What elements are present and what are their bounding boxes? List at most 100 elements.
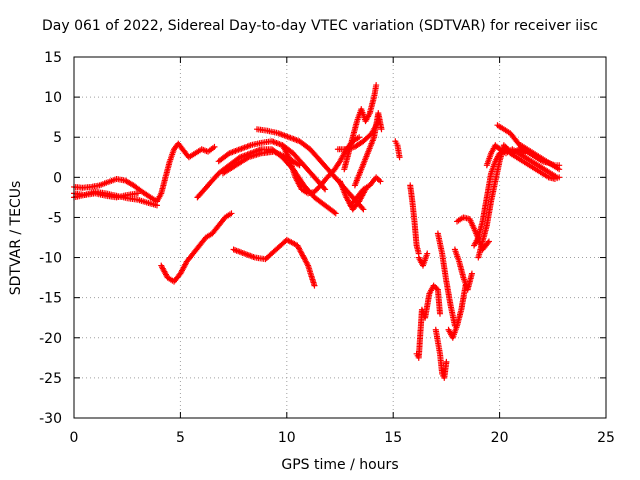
data-marker-run: [249, 146, 263, 156]
x-tick-label: 25: [597, 430, 615, 446]
data-marker-run: [98, 179, 110, 188]
data-marker-run: [217, 151, 231, 164]
data-marker-run: [517, 151, 527, 160]
series-arc-22: [434, 230, 458, 329]
data-marker-run: [502, 143, 510, 151]
data-marker-run: [549, 171, 559, 180]
data-marker-run: [484, 171, 494, 199]
data-marker-run: [350, 119, 360, 139]
y-axis-label: SDTVAR / TECUs: [8, 180, 24, 296]
data-marker-run: [221, 163, 238, 176]
axis-layer: 0 5 10 15 20 25 15 10 5 0 -5 -10 -15 -20 -25 -30: [39, 50, 615, 446]
data-marker-run: [305, 264, 317, 288]
data-marker-run: [94, 190, 108, 199]
data-marker-run: [441, 360, 450, 380]
data-marker-run: [358, 151, 370, 171]
data-marker-run: [255, 126, 269, 134]
data-marker-run: [341, 151, 352, 171]
data-marker-run: [259, 148, 276, 157]
data-marker-run: [542, 167, 553, 176]
data-marker-run: [530, 159, 540, 168]
series-arc-19: [413, 282, 444, 361]
data-marker-run: [363, 111, 372, 123]
data-marker-run: [345, 135, 356, 155]
data-marker-run: [266, 128, 280, 136]
data-marker-run: [534, 167, 544, 176]
series-arc-9: [230, 236, 318, 289]
data-marker-run: [467, 217, 479, 235]
data-marker-run: [456, 260, 466, 279]
data-marker-run: [217, 163, 231, 176]
data-marker-run: [471, 236, 481, 247]
data-marker-run: [306, 189, 316, 196]
data-marker-run: [455, 215, 465, 224]
data-marker-run: [411, 220, 420, 247]
data-marker-run: [291, 151, 306, 168]
data-marker-run: [89, 182, 101, 190]
data-marker-run: [361, 131, 374, 144]
data-marker-run: [374, 175, 382, 183]
grid-layer: [74, 57, 606, 418]
x-tick-label: 5: [176, 430, 185, 446]
data-marker-run: [312, 183, 323, 194]
x-tick-label: 0: [70, 430, 79, 446]
series-arc-20: [415, 250, 431, 269]
data-marker-run: [72, 190, 86, 198]
series-arc-23: [445, 282, 469, 341]
data-marker-run: [422, 292, 433, 320]
data-marker-run: [238, 142, 253, 152]
series-arc-24: [451, 246, 475, 293]
data-marker-run: [547, 174, 557, 182]
series-arc-13: [341, 82, 380, 173]
series-arc-3: [71, 190, 141, 201]
data-marker-run: [538, 155, 548, 164]
data-marker-run: [260, 138, 274, 146]
data-marker-run: [420, 252, 430, 267]
data-marker-run: [365, 135, 377, 155]
data-marker-run: [247, 150, 263, 160]
y-tick-label: 0: [53, 170, 62, 186]
data-marker-run: [178, 260, 189, 276]
data-marker-run: [465, 272, 475, 291]
data-marker-run: [140, 189, 153, 200]
data-marker-run: [242, 251, 257, 260]
data-marker-run: [437, 352, 445, 376]
data-marker-run: [159, 264, 170, 280]
data-marker-run: [300, 187, 310, 196]
y-tick-label: -30: [39, 411, 62, 427]
data-marker-run: [191, 243, 202, 256]
data-marker-run: [232, 247, 246, 256]
series-arc-31: [517, 142, 563, 173]
data-marker-run: [551, 163, 561, 172]
data-marker-run: [523, 155, 533, 164]
chart-title: Day 061 of 2022, Sidereal Day-to-day VTE…: [42, 18, 598, 34]
data-marker-run: [149, 195, 159, 204]
data-marker-run: [528, 163, 538, 172]
data-marker-run: [475, 240, 486, 259]
data-marker-run: [297, 139, 312, 152]
data-marker-run: [517, 147, 527, 156]
data-marker-run: [353, 139, 365, 149]
data-marker-run: [280, 143, 292, 159]
data-marker-run: [511, 147, 521, 156]
data-marker-run: [323, 203, 338, 216]
data-marker-run: [521, 159, 531, 168]
data-marker-run: [414, 244, 422, 255]
data-marker-run: [394, 144, 403, 159]
data-marker-run: [435, 232, 445, 255]
data-marker-run: [409, 200, 418, 223]
series-arc-30: [507, 150, 563, 182]
data-marker-run: [484, 200, 494, 227]
data-marker-run: [249, 140, 263, 148]
data-marker-run: [484, 152, 494, 167]
series-arc-17: [392, 138, 403, 161]
data-marker-run: [200, 146, 210, 155]
y-tick-label: -10: [39, 251, 62, 267]
data-marker-run: [452, 248, 462, 263]
x-tick-label: 10: [278, 430, 296, 446]
data-marker-run: [393, 140, 400, 147]
data-marker-run: [488, 160, 498, 175]
data-marker-run: [462, 214, 472, 222]
data-marker-run: [147, 200, 159, 208]
